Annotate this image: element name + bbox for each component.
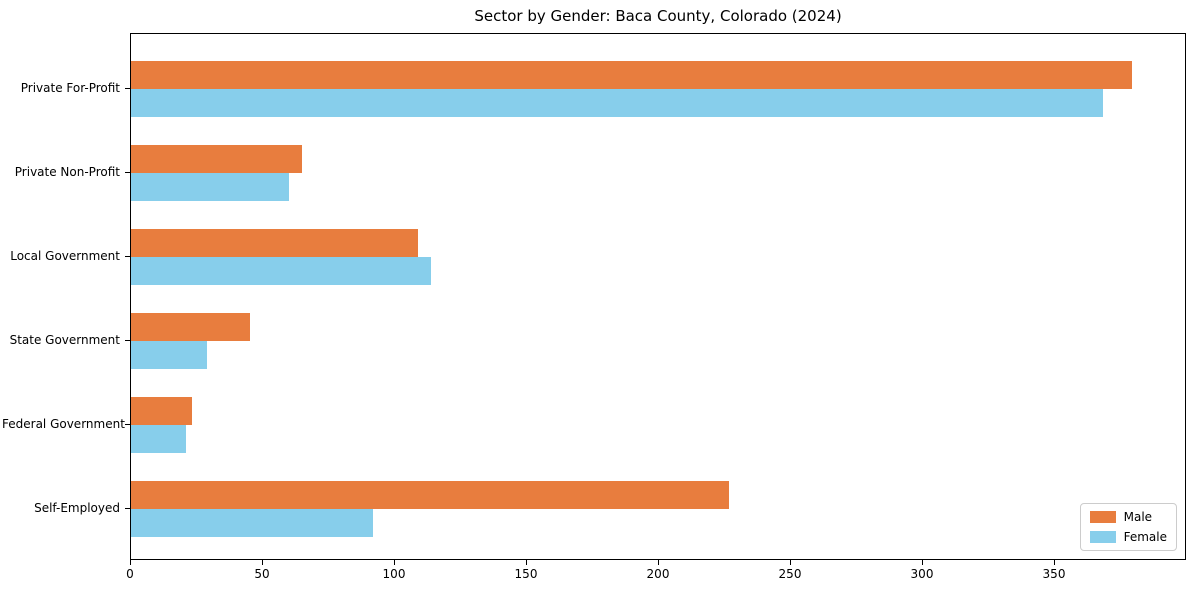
bar-female-private-for-profit bbox=[131, 89, 1104, 117]
xtick-mark bbox=[393, 560, 395, 565]
ytick-mark bbox=[125, 424, 130, 425]
ytick-label-state-government: State Government bbox=[9, 333, 120, 347]
xtick-mark bbox=[129, 560, 131, 565]
legend-item-female: Female bbox=[1089, 530, 1167, 544]
xtick-mark bbox=[1053, 560, 1055, 565]
bar-female-private-non-profit bbox=[131, 173, 290, 201]
legend-label-female: Female bbox=[1123, 530, 1167, 544]
ytick-label-local-government: Local Government bbox=[10, 249, 120, 263]
xtick-mark bbox=[789, 560, 791, 565]
male-series-swatch bbox=[1089, 511, 1116, 523]
legend-item-male: Male bbox=[1089, 510, 1167, 524]
ytick-label-private-for-profit: Private For-Profit bbox=[20, 81, 120, 95]
xtick-mark bbox=[261, 560, 263, 565]
bar-male-self-employed bbox=[131, 481, 730, 509]
legend: Male Female bbox=[1079, 503, 1177, 551]
ytick-label-self-employed: Self-Employed bbox=[34, 501, 120, 515]
bar-female-state-government bbox=[131, 341, 208, 369]
ytick-label-federal-government: Federal Government bbox=[2, 417, 125, 431]
bar-male-private-non-profit bbox=[131, 145, 303, 173]
bar-female-federal-government bbox=[131, 425, 187, 453]
xtick-label-300: 300 bbox=[910, 567, 934, 581]
xtick-mark bbox=[921, 560, 923, 565]
xtick-label-250: 250 bbox=[778, 567, 802, 581]
plot-area: Male Female bbox=[130, 33, 1186, 560]
xtick-label-100: 100 bbox=[382, 567, 406, 581]
ytick-mark bbox=[125, 508, 130, 509]
xtick-label-150: 150 bbox=[514, 567, 538, 581]
ytick-mark bbox=[125, 88, 130, 89]
bar-female-self-employed bbox=[131, 509, 374, 537]
legend-label-male: Male bbox=[1123, 510, 1153, 524]
xtick-label-50: 50 bbox=[254, 567, 270, 581]
ytick-mark bbox=[125, 340, 130, 341]
xtick-label-0: 0 bbox=[126, 567, 134, 581]
chart-title: Sector by Gender: Baca County, Colorado … bbox=[474, 7, 842, 25]
bar-male-state-government bbox=[131, 313, 250, 341]
xtick-label-200: 200 bbox=[646, 567, 670, 581]
bar-male-federal-government bbox=[131, 397, 192, 425]
ytick-mark bbox=[125, 172, 130, 173]
xtick-mark bbox=[657, 560, 659, 565]
xtick-label-350: 350 bbox=[1042, 567, 1066, 581]
bar-male-private-for-profit bbox=[131, 61, 1133, 89]
female-series-swatch bbox=[1089, 531, 1116, 543]
ytick-label-private-non-profit: Private Non-Profit bbox=[14, 165, 120, 179]
bar-female-local-government bbox=[131, 257, 432, 285]
ytick-mark bbox=[125, 256, 130, 257]
xtick-mark bbox=[525, 560, 527, 565]
bar-male-local-government bbox=[131, 229, 419, 257]
